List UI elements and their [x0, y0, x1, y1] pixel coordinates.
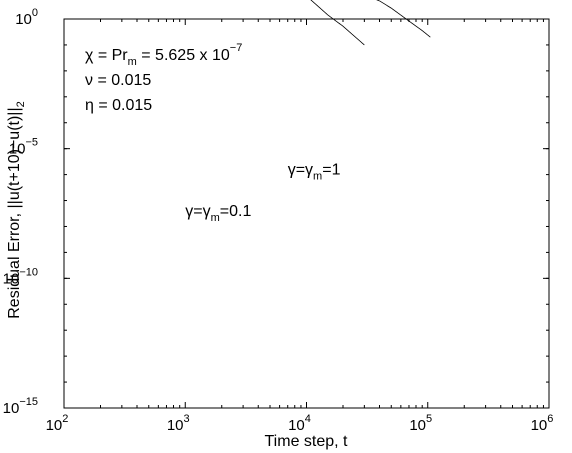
x-tick-label-base: 10 — [167, 417, 184, 434]
x-tick-label-exponent: 6 — [547, 413, 553, 425]
x-tick-label-exponent: 3 — [184, 413, 190, 425]
parameter-subscript: m — [128, 56, 137, 68]
x-tick-label-base: 10 — [409, 417, 426, 434]
y-tick-label: 10−15 — [3, 396, 38, 417]
y-tick-label-exponent: −15 — [19, 396, 38, 408]
series-label-value: =0.1 — [220, 203, 252, 220]
series-line-0 — [310, 0, 365, 46]
series-label-value: =1 — [322, 162, 340, 179]
y-tick-label-base: 10 — [3, 270, 20, 287]
x-tick-label-base: 10 — [531, 417, 548, 434]
parameter-value: = 5.625 x 10 — [137, 47, 230, 64]
x-tick-label: 103 — [167, 413, 190, 434]
parameter-annotations: χ = Prm = 5.625 x 10−7 ν = 0.015 η = 0.015 — [85, 42, 242, 114]
y-tick-label-exponent: −5 — [25, 137, 38, 149]
parameter-exponent: −7 — [230, 42, 243, 54]
x-axis-label: Time step, t — [265, 433, 349, 450]
x-tick-label-base: 10 — [46, 417, 63, 434]
x-tick-label-exponent: 5 — [426, 413, 432, 425]
parameter-main: ν = 0.015 — [85, 72, 151, 89]
series-label-subscript: m — [211, 212, 220, 224]
x-tick-label-base: 10 — [288, 417, 305, 434]
series-label-main: γ=γ — [185, 203, 210, 220]
y-tick-label: 10−5 — [9, 137, 38, 158]
y-tick-label-exponent: −10 — [19, 266, 38, 278]
y-tick-label: 10−10 — [3, 266, 38, 287]
parameter-main: χ = Pr — [85, 47, 128, 64]
y-axis-label: Residual Error, ||u(t+10)−u(t)||2 — [6, 101, 27, 319]
x-tick-label-exponent: 2 — [62, 413, 68, 425]
x-tick-label: 106 — [531, 413, 554, 434]
plot-area-frame — [63, 18, 550, 409]
x-tick-label-exponent: 4 — [305, 413, 311, 425]
y-axis-label-main: Residual Error, ||u(t+10)−u(t)|| — [6, 107, 23, 318]
axis-ticks — [63, 18, 550, 409]
x-tick-label: 104 — [288, 413, 311, 434]
series-layer — [310, 0, 431, 46]
y-tick-label-exponent: 0 — [32, 7, 38, 19]
series-label-subscript: m — [313, 171, 322, 183]
parameter-line-2: η = 0.015 — [85, 97, 152, 114]
parameter-line-1: ν = 0.015 — [85, 72, 151, 89]
y-tick-label-base: 10 — [9, 141, 26, 158]
series-label-0: γ=γm=0.1 — [185, 203, 251, 224]
parameter-main: η = 0.015 — [85, 97, 152, 114]
x-tick-label: 105 — [409, 413, 432, 434]
y-tick-label: 100 — [15, 7, 38, 28]
y-tick-label-base: 10 — [15, 11, 32, 28]
y-tick-label-base: 10 — [3, 400, 20, 417]
series-labels: γ=γm=0.1γ=γm=1 — [185, 162, 340, 225]
series-label-main: γ=γ — [288, 162, 313, 179]
y-axis-label-subscript: 2 — [15, 101, 27, 107]
x-tick-label: 102 — [46, 413, 69, 434]
parameter-line-0: χ = Prm = 5.625 x 10−7 — [85, 42, 242, 68]
series-label-1: γ=γm=1 — [288, 162, 341, 183]
